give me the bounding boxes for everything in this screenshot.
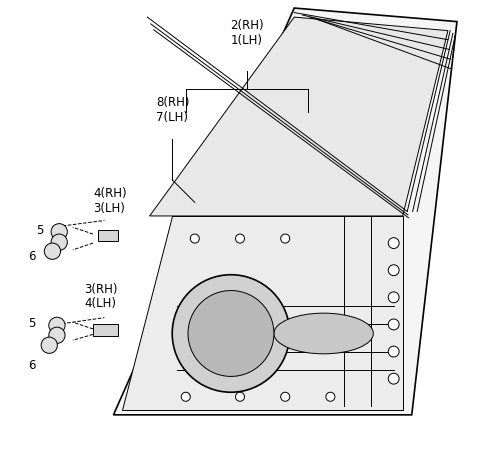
Circle shape: [172, 275, 290, 392]
Circle shape: [236, 235, 244, 244]
Text: 6: 6: [28, 250, 36, 262]
Circle shape: [181, 392, 190, 401]
Circle shape: [190, 235, 199, 244]
Text: 6: 6: [28, 358, 36, 371]
Polygon shape: [150, 18, 448, 216]
Polygon shape: [122, 216, 403, 410]
Circle shape: [51, 224, 67, 240]
Circle shape: [388, 346, 399, 357]
Circle shape: [388, 292, 399, 303]
Circle shape: [388, 319, 399, 330]
Text: 2(RH)
1(LH): 2(RH) 1(LH): [230, 19, 264, 47]
Circle shape: [388, 265, 399, 276]
Text: 3(RH)
4(LH): 3(RH) 4(LH): [84, 282, 118, 310]
Circle shape: [49, 318, 65, 334]
Text: 5: 5: [28, 316, 36, 329]
Circle shape: [188, 291, 274, 377]
Circle shape: [388, 238, 399, 249]
Ellipse shape: [274, 313, 373, 354]
Circle shape: [44, 244, 60, 260]
Circle shape: [281, 235, 290, 244]
Polygon shape: [93, 325, 118, 336]
Circle shape: [236, 392, 244, 401]
Polygon shape: [113, 9, 457, 415]
Text: 4(RH)
3(LH): 4(RH) 3(LH): [93, 186, 127, 214]
Circle shape: [388, 373, 399, 384]
Circle shape: [51, 235, 67, 251]
Circle shape: [41, 337, 58, 354]
Text: 5: 5: [36, 224, 43, 236]
Polygon shape: [97, 230, 118, 241]
Circle shape: [49, 327, 65, 344]
Circle shape: [281, 392, 290, 401]
Text: 8(RH)
7(LH): 8(RH) 7(LH): [156, 96, 190, 124]
Circle shape: [326, 392, 335, 401]
